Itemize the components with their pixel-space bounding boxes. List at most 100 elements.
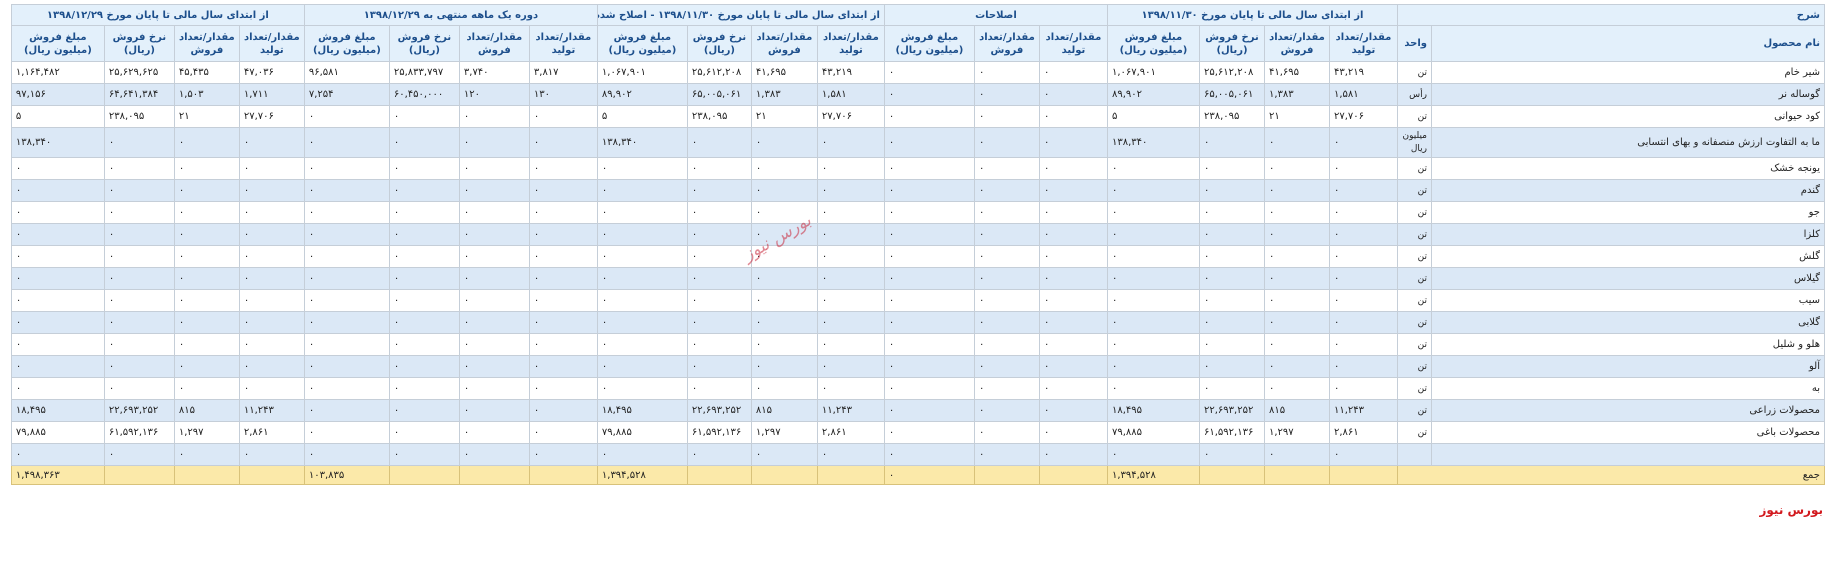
value-cell: ۰ (816, 355, 885, 378)
value-cell: ۹۷,۱۵۶ (10, 83, 105, 106)
value-cell: ۰ (528, 179, 598, 202)
value-cell: ۰ (973, 157, 1040, 180)
column-header: مقدار/تعداد تولید (1328, 25, 1398, 62)
value-cell: ۰ (103, 289, 175, 312)
value-cell: ۰ (388, 421, 460, 444)
value-cell: ۰ (973, 421, 1040, 444)
value-cell: ۰ (528, 289, 598, 312)
value-cell: ۶۵,۰۰۵,۰۶۱ (686, 83, 752, 106)
column-header: مبلغ فروش (میلیون ریال) (596, 25, 688, 62)
value-cell: ۰ (973, 223, 1040, 246)
value-cell: ۰ (103, 223, 175, 246)
column-header: نام محصول (1431, 25, 1825, 62)
value-cell: ۰ (528, 245, 598, 268)
sales-table: شرح از ابتدای سال مالی تا پایان مورخ ۱۳۹۸… (10, 4, 1826, 485)
product-name: کلزا (1431, 223, 1825, 246)
value-cell: ۰ (388, 201, 460, 224)
group-header: از ابتدای سال مالی تا پایان مورخ ۱۳۹۸/۱۲… (10, 4, 305, 26)
value-cell: ۱۳۰ (528, 83, 598, 106)
value-cell: ۰ (1263, 377, 1330, 400)
value-cell: ۱,۲۹۷ (173, 421, 240, 444)
value-cell: ۰ (238, 377, 305, 400)
value-cell: ۰ (303, 245, 390, 268)
data-row: گندم تن ۰ ۰ ۰ ۰ ۰ ۰ ۰ ۰ ۰ ۰ ۰ ۰ ۰ ۰ ۰ ۰ ۰ ۰ ۰ (10, 179, 1825, 202)
value-cell: ۰ (750, 267, 818, 290)
value-cell: ۰ (1198, 223, 1265, 246)
value-cell: ۰ (596, 355, 688, 378)
value-cell: ۰ (1038, 355, 1108, 378)
value-cell: ۶۱,۵۹۲,۱۳۶ (686, 421, 752, 444)
value-cell: ۱۸,۴۹۵ (596, 399, 688, 422)
value-cell: ۰ (528, 333, 598, 356)
value-cell: ۲,۸۶۱ (816, 421, 885, 444)
data-row: جو تن ۰ ۰ ۰ ۰ ۰ ۰ ۰ ۰ ۰ ۰ ۰ ۰ ۰ ۰ ۰ ۰ ۰ ۰ ۰ (10, 201, 1825, 224)
value-cell: ۰ (973, 399, 1040, 422)
value-cell: ۴۱,۶۹۵ (750, 61, 818, 84)
value-cell: ۰ (973, 245, 1040, 268)
value-cell: ۰ (528, 267, 598, 290)
value-cell: ۰ (103, 127, 175, 158)
value-cell: ۰ (10, 333, 105, 356)
value-cell: ۰ (528, 223, 598, 246)
value-cell: ۰ (816, 223, 885, 246)
value-cell: ۰ (883, 311, 975, 334)
value-cell: ۰ (686, 443, 752, 466)
unit: تن (1396, 289, 1433, 312)
value-cell: ۰ (883, 267, 975, 290)
value-cell: ۰ (883, 333, 975, 356)
value-cell: ۰ (1106, 223, 1200, 246)
value-cell: ۶۱,۵۹۲,۱۳۶ (1198, 421, 1265, 444)
value-cell: ۰ (10, 179, 105, 202)
value-cell: ۰ (1038, 443, 1108, 466)
value-cell: ۰ (173, 333, 240, 356)
product-name: گیلاس (1431, 267, 1825, 290)
column-header: مقدار/تعداد تولید (1038, 25, 1108, 62)
value-cell: ۰ (973, 311, 1040, 334)
value-cell: ۰ (883, 201, 975, 224)
value-cell: ۰ (883, 223, 975, 246)
value-cell: ۰ (973, 355, 1040, 378)
value-cell: ۰ (173, 223, 240, 246)
value-cell: ۰ (973, 105, 1040, 128)
total-cell (388, 465, 460, 485)
value-cell: ۰ (1038, 333, 1108, 356)
value-cell: ۰ (1198, 201, 1265, 224)
product-name (1431, 443, 1825, 466)
value-cell: ۰ (596, 311, 688, 334)
product-name: شیر خام (1431, 61, 1825, 84)
value-cell: ۰ (458, 105, 530, 128)
value-cell: ۰ (1198, 443, 1265, 466)
value-cell: ۰ (1198, 267, 1265, 290)
value-cell: ۰ (973, 201, 1040, 224)
value-cell: ۰ (388, 179, 460, 202)
value-cell: ۰ (388, 311, 460, 334)
value-cell: ۸۱۵ (750, 399, 818, 422)
value-cell: ۰ (303, 333, 390, 356)
value-cell: ۰ (458, 179, 530, 202)
value-cell: ۰ (238, 443, 305, 466)
group-header: از ابتدای سال مالی تا پایان مورخ ۱۳۹۸/۱۱… (596, 4, 885, 26)
value-cell: ۰ (1198, 311, 1265, 334)
total-cell (1038, 465, 1108, 485)
value-cell: ۰ (686, 223, 752, 246)
value-cell: ۰ (388, 399, 460, 422)
value-cell: ۰ (238, 355, 305, 378)
value-cell: ۰ (686, 377, 752, 400)
value-cell: ۰ (1038, 83, 1108, 106)
value-cell: ۰ (596, 245, 688, 268)
total-cell (103, 465, 175, 485)
value-cell: ۱۱,۲۴۳ (238, 399, 305, 422)
product-name: گلش (1431, 245, 1825, 268)
value-cell: ۰ (1038, 61, 1108, 84)
value-cell: ۰ (973, 333, 1040, 356)
value-cell: ۰ (528, 201, 598, 224)
value-cell: ۰ (1263, 333, 1330, 356)
value-cell: ۰ (173, 157, 240, 180)
value-cell: ۰ (1328, 267, 1398, 290)
value-cell: ۰ (103, 201, 175, 224)
value-cell: ۰ (10, 201, 105, 224)
value-cell: ۲,۸۶۱ (238, 421, 305, 444)
value-cell: ۰ (816, 443, 885, 466)
value-cell: ۸۹,۹۰۲ (1106, 83, 1200, 106)
unit: تن (1396, 421, 1433, 444)
